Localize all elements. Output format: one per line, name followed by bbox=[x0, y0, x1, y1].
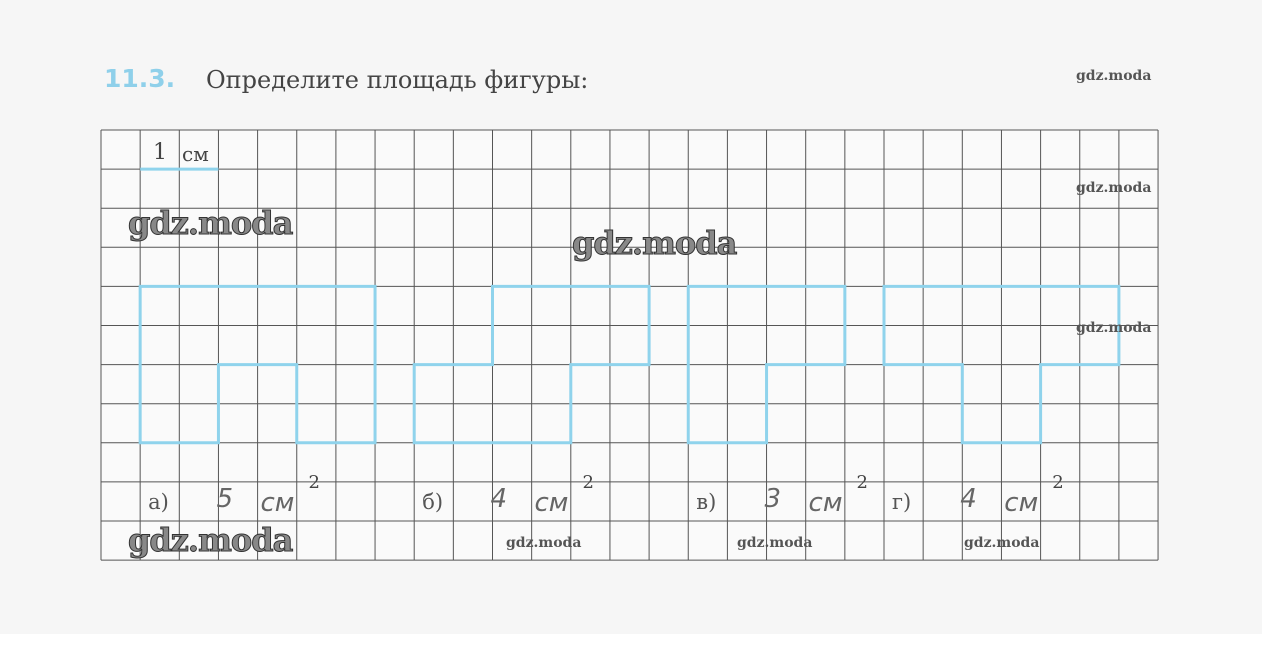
figure-label: б) bbox=[422, 490, 444, 514]
answer-exponent: 2 bbox=[1052, 472, 1064, 493]
answer-exponent: 2 bbox=[308, 472, 320, 493]
exercise-number: 11.3. bbox=[104, 64, 176, 93]
figure-label: г) bbox=[892, 490, 912, 514]
answer-value: 3 bbox=[764, 484, 782, 514]
watermark: gdz.moda bbox=[737, 535, 813, 551]
watermark: gdz.moda bbox=[571, 224, 737, 263]
answer-value: 4 bbox=[960, 484, 977, 514]
answer-unit: см bbox=[260, 488, 295, 518]
figure-label: в) bbox=[696, 490, 717, 514]
answer-value: 5 bbox=[216, 484, 233, 514]
watermark: gdz.moda bbox=[127, 521, 293, 560]
scale-value: 1 bbox=[153, 140, 167, 165]
answer-exponent: 2 bbox=[582, 472, 594, 493]
exercise-prompt: Определите площадь фигуры: bbox=[206, 66, 589, 94]
watermark: gdz.moda bbox=[964, 535, 1040, 551]
answer-unit: см bbox=[808, 488, 843, 518]
figure-outline bbox=[882, 284, 1121, 445]
figure-label: а) bbox=[148, 490, 169, 514]
watermark: gdz.moda bbox=[1076, 68, 1152, 84]
watermark: gdz.moda bbox=[127, 204, 293, 243]
answer-exponent: 2 bbox=[856, 472, 868, 493]
answer-value: 4 bbox=[490, 484, 508, 514]
watermark: gdz.moda bbox=[1076, 320, 1152, 336]
scale-unit: см bbox=[182, 142, 209, 166]
figure-outline bbox=[412, 284, 651, 445]
watermark: gdz.moda bbox=[506, 535, 582, 551]
answer-unit: см bbox=[534, 488, 569, 518]
watermark: gdz.moda bbox=[1076, 180, 1152, 196]
answer-unit: см bbox=[1004, 488, 1039, 518]
figure-outline bbox=[138, 284, 377, 445]
figure-outline bbox=[686, 284, 847, 445]
grid-background bbox=[101, 130, 1159, 561]
